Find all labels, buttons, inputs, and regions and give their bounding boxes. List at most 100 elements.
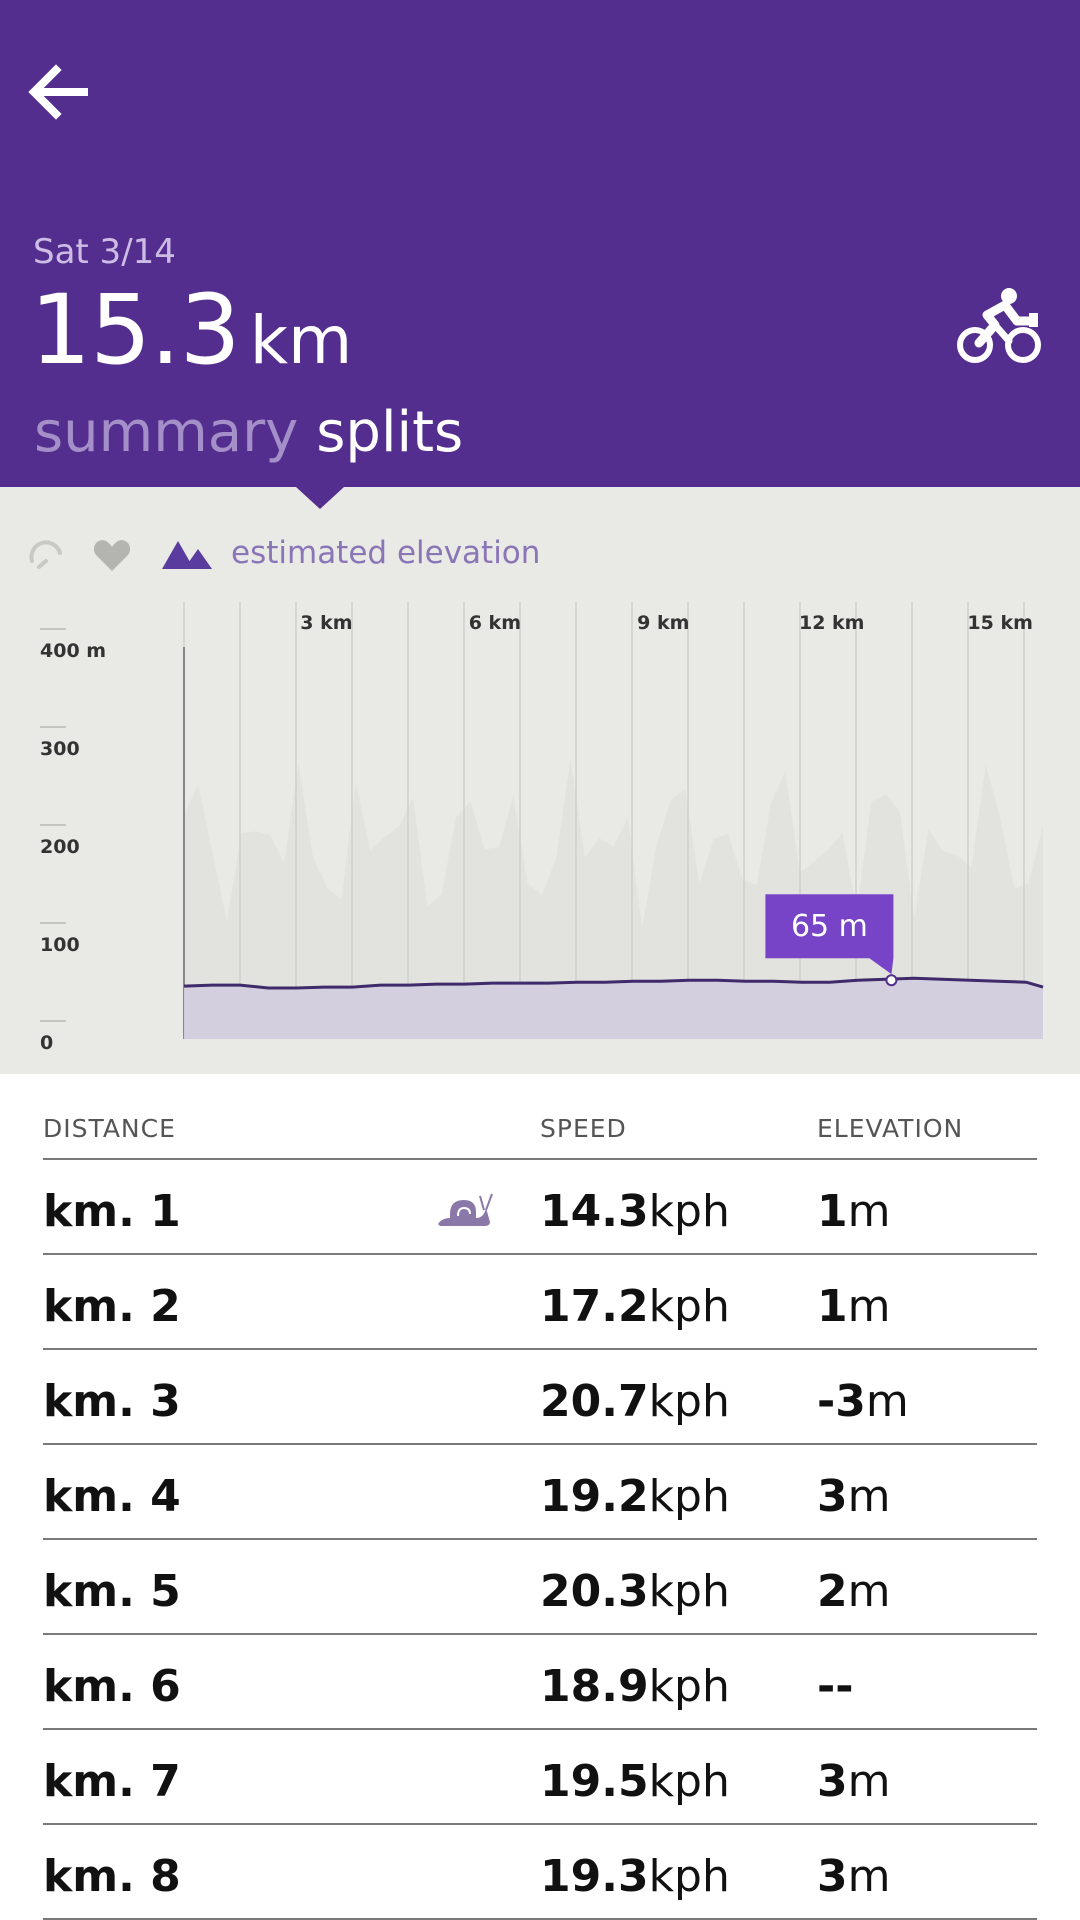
speed-unit: kph <box>648 1566 730 1617</box>
y-tick-label: 0 <box>40 1032 53 1054</box>
elevation-chart[interactable]: 400 m 300 200 100 0 3 km 6 km 9 km 12 km 15 km 65 … <box>0 487 1080 1074</box>
speedometer-icon[interactable] <box>28 537 64 573</box>
header-speed: SPEED <box>540 1114 627 1143</box>
elevation-unit: m <box>847 1851 891 1902</box>
elevation-value: -- <box>817 1661 854 1712</box>
splits-table: DISTANCE SPEED ELEVATION km. 1 14.3kph 1m k… <box>43 1074 1037 1920</box>
split-speed: 17.2kph <box>540 1281 730 1332</box>
back-arrow-icon[interactable] <box>26 62 96 122</box>
split-distance: km. 3 <box>43 1376 181 1427</box>
elevation-unit: m <box>847 1566 891 1617</box>
distance-value: 15.3 <box>30 274 241 386</box>
split-speed: 18.9kph <box>540 1661 730 1712</box>
elevation-chart-panel: estimated elevation 400 m 300 200 100 0 3 km 6… <box>0 487 1080 1074</box>
speed-value: 19.2 <box>540 1471 649 1522</box>
split-elevation: -3m <box>817 1376 909 1427</box>
header-elevation: ELEVATION <box>817 1114 964 1143</box>
table-row[interactable]: km. 2 17.2kph 1m <box>43 1255 1037 1350</box>
elevation-unit: m <box>847 1756 891 1807</box>
table-row[interactable]: km. 7 19.5kph 3m <box>43 1730 1037 1825</box>
x-tick-label: 12 km <box>799 612 865 634</box>
distance-unit: km <box>249 302 353 379</box>
split-elevation: 3m <box>817 1756 891 1807</box>
speed-value: 19.3 <box>540 1851 649 1902</box>
split-speed: 19.3kph <box>540 1851 730 1902</box>
active-tab-pointer <box>296 487 344 509</box>
table-row[interactable]: km. 8 19.3kph 3m <box>43 1825 1037 1920</box>
activity-date: Sat 3/14 <box>33 232 176 272</box>
speed-unit: kph <box>648 1376 730 1427</box>
elevation-value: 1 <box>817 1186 848 1237</box>
chart-background-silhouette <box>184 759 1043 1039</box>
heart-icon[interactable] <box>92 537 132 573</box>
table-row[interactable]: km. 3 20.7kph -3m <box>43 1350 1037 1445</box>
callout-bubble <box>765 894 894 975</box>
callout-label: 65 m <box>791 909 868 944</box>
callout-marker <box>885 974 898 987</box>
y-tick-label: 300 <box>40 738 80 760</box>
x-tick-label: 3 km <box>300 612 352 634</box>
elevation-unit: m <box>847 1281 891 1332</box>
split-elevation: 3m <box>817 1471 891 1522</box>
back-button[interactable] <box>26 62 96 122</box>
split-elevation: -- <box>817 1661 854 1712</box>
table-row[interactable]: km. 4 19.2kph 3m <box>43 1445 1037 1540</box>
speed-unit: kph <box>648 1661 730 1712</box>
x-tick-label: 15 km <box>967 612 1033 634</box>
snail-icon <box>438 1193 493 1226</box>
split-distance: km. 5 <box>43 1566 181 1617</box>
x-tick-label: 9 km <box>637 612 689 634</box>
split-speed: 20.7kph <box>540 1376 730 1427</box>
elevation-value: 2 <box>817 1566 848 1617</box>
elevation-value: 1 <box>817 1281 848 1332</box>
mountain-icon[interactable] <box>162 537 212 573</box>
speed-value: 18.9 <box>540 1661 649 1712</box>
speed-value: 19.5 <box>540 1756 649 1807</box>
speed-value: 17.2 <box>540 1281 649 1332</box>
tab-summary[interactable]: summary <box>34 400 299 465</box>
split-distance: km. 6 <box>43 1661 181 1712</box>
split-speed: 14.3kph <box>540 1186 730 1237</box>
elevation-unit: m <box>865 1376 909 1427</box>
header-distance: DISTANCE <box>43 1114 176 1143</box>
speed-unit: kph <box>648 1186 730 1237</box>
split-elevation: 3m <box>817 1851 891 1902</box>
activity-distance: 15.3 km <box>30 282 352 378</box>
table-header: DISTANCE SPEED ELEVATION <box>43 1074 1037 1160</box>
elevation-area <box>184 978 1043 1039</box>
y-tick-label: 200 <box>40 836 80 858</box>
metric-selector: estimated elevation <box>0 527 1080 587</box>
split-speed: 19.2kph <box>540 1471 730 1522</box>
table-row[interactable]: km. 1 14.3kph 1m <box>43 1160 1037 1255</box>
split-distance: km. 7 <box>43 1756 181 1807</box>
elevation-value: -3 <box>817 1376 866 1427</box>
split-distance: km. 8 <box>43 1851 181 1902</box>
split-speed: 19.5kph <box>540 1756 730 1807</box>
y-tick-label: 400 m <box>40 640 106 662</box>
split-elevation: 1m <box>817 1281 891 1332</box>
bike-icon <box>957 288 1041 363</box>
x-tick-label: 6 km <box>469 612 521 634</box>
speed-unit: kph <box>648 1281 730 1332</box>
elevation-unit: m <box>847 1186 891 1237</box>
tab-splits[interactable]: splits <box>316 400 464 465</box>
table-row[interactable]: km. 6 18.9kph -- <box>43 1635 1037 1730</box>
elevation-line <box>183 976 1044 990</box>
speed-value: 20.3 <box>540 1566 649 1617</box>
activity-header: Sat 3/14 15.3 km summary splits <box>0 0 1080 487</box>
metric-label: estimated elevation <box>231 535 541 571</box>
speed-value: 20.7 <box>540 1376 649 1427</box>
speed-unit: kph <box>648 1851 730 1902</box>
speed-unit: kph <box>648 1471 730 1522</box>
speed-unit: kph <box>648 1756 730 1807</box>
split-distance: km. 2 <box>43 1281 181 1332</box>
split-speed: 20.3kph <box>540 1566 730 1617</box>
split-distance: km. 4 <box>43 1471 181 1522</box>
table-row[interactable]: km. 5 20.3kph 2m <box>43 1540 1037 1635</box>
split-elevation: 1m <box>817 1186 891 1237</box>
split-elevation: 2m <box>817 1566 891 1617</box>
elevation-value: 3 <box>817 1851 848 1902</box>
speed-value: 14.3 <box>540 1186 649 1237</box>
y-tick-label: 100 <box>40 934 80 956</box>
elevation-value: 3 <box>817 1471 848 1522</box>
